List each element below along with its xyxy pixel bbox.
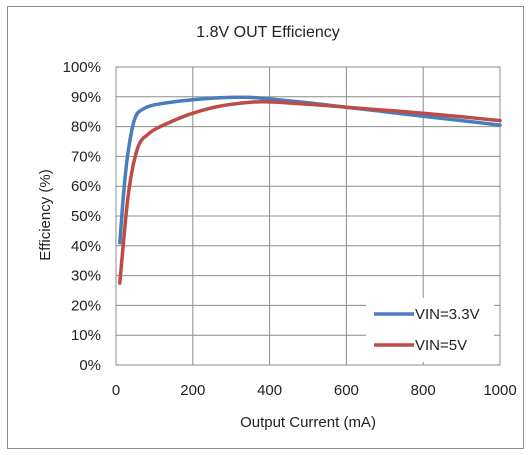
y-tick-label: 100%: [63, 59, 101, 76]
y-tick-label: 80%: [71, 119, 101, 136]
x-tick-label: 800: [411, 382, 436, 399]
series-layer: [118, 95, 502, 285]
y-tick-label: 0%: [79, 357, 101, 374]
x-axis-label: Output Current (mA): [240, 414, 376, 431]
legend: VIN=3.3V VIN=5V: [366, 298, 494, 362]
legend-box: [366, 298, 494, 362]
chart-frame: [7, 6, 524, 449]
x-tick-label: 600: [334, 382, 359, 399]
y-tick-label: 30%: [71, 268, 101, 285]
y-tick-label: 20%: [71, 297, 101, 314]
y-tick-label: 10%: [71, 327, 101, 344]
chart-title: 1.8V OUT Efficiency: [196, 24, 339, 41]
x-tick-label: 400: [257, 382, 282, 399]
legend-label: VIN=5V: [415, 337, 467, 354]
tick-labels: 0% 10% 20% 30% 40% 50% 60% 70% 80% 90% 100% 0 200 400…: [63, 59, 517, 399]
y-tick-label: 90%: [71, 89, 101, 106]
x-tick-label: 1000: [483, 382, 516, 399]
legend-label: VIN=3.3V: [415, 306, 480, 323]
y-tick-label: 50%: [71, 208, 101, 225]
y-axis-label: Efficiency (%): [37, 169, 54, 260]
x-tick-label: 200: [180, 382, 205, 399]
y-tick-label: 60%: [71, 178, 101, 195]
y-tick-label: 70%: [71, 148, 101, 165]
plot-area: [115, 66, 501, 366]
x-tick-label: 0: [112, 382, 120, 399]
y-tick-label: 40%: [71, 238, 101, 255]
series-line-vin-5v: [118, 99, 502, 285]
